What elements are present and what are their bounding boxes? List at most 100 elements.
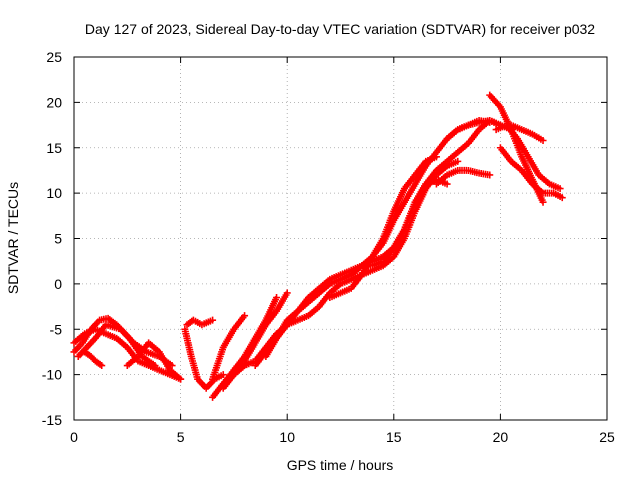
data-point-run (188, 355, 201, 381)
data-point-run (370, 237, 386, 259)
data-point-run (466, 128, 482, 145)
data-point-run (525, 155, 542, 177)
data-point-run (520, 127, 534, 137)
y-tick-label: 20 (46, 94, 62, 110)
data-point-run (98, 315, 110, 324)
data-point-run (424, 176, 438, 187)
data-point-run (515, 137, 531, 159)
data-point-run (328, 272, 342, 282)
data-point-run (104, 331, 118, 341)
x-tick-label: 5 (177, 429, 185, 445)
data-point (98, 362, 106, 370)
data-point (273, 293, 281, 301)
data-point-run (494, 122, 509, 133)
data-point-run (106, 316, 119, 327)
series-track-9 (209, 312, 249, 383)
data-point-run (548, 181, 562, 192)
series-track-5 (123, 339, 185, 383)
data-point (219, 371, 227, 379)
data-point-run (456, 141, 471, 155)
data-point-run (140, 354, 157, 368)
data-point-run (89, 354, 98, 363)
data-point (241, 312, 249, 320)
data-point-run (242, 341, 258, 363)
series-track-6 (183, 316, 217, 329)
data-point-run (243, 358, 257, 369)
data-point-run (380, 210, 397, 240)
data-point (209, 316, 217, 324)
series-track-19 (492, 121, 564, 193)
data-point-run (221, 373, 236, 390)
data-point-run (157, 367, 172, 378)
data-point-run (434, 137, 450, 154)
data-point-run (263, 309, 279, 327)
data-point-run (412, 182, 429, 204)
data-point-run (349, 273, 364, 290)
series-track-16 (432, 166, 494, 188)
data-point-run (125, 354, 140, 368)
x-tick-label: 15 (386, 429, 402, 445)
data-point-run (488, 117, 502, 128)
data-point-run (85, 336, 98, 350)
data-point-run (328, 290, 342, 301)
data-point-run (349, 263, 364, 277)
data-point (556, 185, 564, 193)
data-point-run (274, 318, 290, 340)
data-point-run (339, 276, 353, 287)
data-point-run (519, 155, 535, 181)
data-point-run (72, 341, 85, 354)
series-track-7 (181, 325, 227, 392)
data-point-run (181, 328, 195, 358)
data-point-run (509, 159, 524, 173)
x-tick-labels: 0 5 10 15 20 25 (70, 429, 615, 445)
data-point-run (413, 159, 428, 177)
x-tick-label: 25 (599, 429, 615, 445)
y-tick-label: 10 (46, 185, 62, 201)
data-point-run (445, 127, 460, 141)
data-point-run (119, 327, 136, 345)
x-tick-label: 20 (493, 429, 509, 445)
x-axis-label: GPS time / hours (287, 457, 394, 473)
y-tick-label: 25 (46, 49, 62, 65)
data-point-run (306, 304, 321, 318)
data-point-run (434, 159, 449, 173)
data-point-run (296, 313, 310, 323)
data-point (558, 194, 566, 202)
data-point-run (80, 327, 94, 345)
series-track-14 (326, 153, 440, 301)
ticks (73, 56, 608, 421)
data-point (486, 171, 494, 179)
data-point-run (391, 187, 407, 213)
data-point-run (402, 182, 418, 204)
data-point-run (82, 349, 93, 359)
data-point-run (306, 286, 321, 300)
data-point-run (371, 263, 385, 273)
series-track-10 (219, 289, 291, 392)
data-point-run (285, 309, 300, 323)
data-point (151, 362, 159, 370)
data-point-run (434, 173, 449, 186)
y-tick-label: 5 (54, 231, 62, 247)
data-point-run (168, 368, 183, 382)
data-point-run (339, 285, 353, 296)
data-point-run (317, 277, 332, 291)
x-tick-label: 0 (70, 429, 78, 445)
data-point-run (401, 201, 418, 231)
data-point-run (328, 276, 342, 287)
data-point-run (381, 246, 396, 263)
data-point-run (531, 131, 545, 143)
data-point-run (445, 158, 460, 169)
y-tick-label: -10 (42, 367, 62, 383)
series-track-11 (230, 157, 462, 379)
data-point-run (552, 190, 564, 200)
y-tick-label: -5 (50, 321, 63, 337)
data-point-run (185, 317, 196, 328)
data-point-run (209, 346, 226, 381)
data-point (443, 180, 451, 188)
data-point-run (487, 93, 503, 109)
series-track-15 (347, 176, 451, 279)
data-point-run (263, 296, 280, 322)
data-point (454, 157, 462, 165)
data-point-run (328, 281, 343, 295)
